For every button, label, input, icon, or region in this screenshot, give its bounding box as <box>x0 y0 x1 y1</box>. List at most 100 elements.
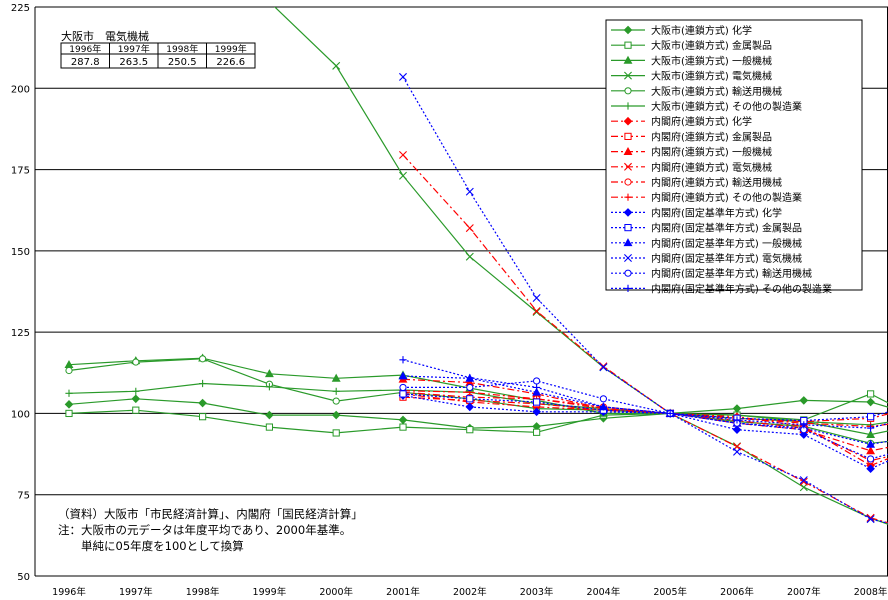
data-point <box>866 429 876 438</box>
inset-value-cell <box>206 53 256 69</box>
legend-marker <box>624 87 632 95</box>
data-point <box>399 383 407 392</box>
legend-label: 大阪市(連鎖方式) 化学 <box>651 24 752 37</box>
data-point <box>399 423 407 431</box>
x-tick-label: 2003年 <box>520 586 554 598</box>
inset-header: 1998年 <box>166 43 198 55</box>
y-tick-label: 225 <box>11 3 30 14</box>
data-point <box>465 402 475 412</box>
data-point <box>466 395 474 403</box>
data-point <box>532 307 541 315</box>
data-point <box>399 171 407 180</box>
inset-value: 226.6 <box>216 57 245 68</box>
data-point <box>799 477 808 486</box>
data-point <box>867 390 875 398</box>
legend-label: 内閣府(固定基準年方式) 化学 <box>651 206 782 219</box>
y-tick-label: 75 <box>17 491 30 502</box>
legend-item: 内閣府(固定基準年方式) 化学 <box>611 206 782 219</box>
data-point <box>399 356 407 364</box>
data-point <box>65 389 73 397</box>
legend-label: 大阪市(連鎖方式) 金属製品 <box>651 39 772 52</box>
x-tick-label: 2007年 <box>787 586 821 598</box>
series-line <box>402 393 888 467</box>
series-18 <box>399 356 888 432</box>
data-point <box>199 355 207 363</box>
legend-marker <box>624 193 632 201</box>
grid-lines <box>35 6 888 577</box>
legend-item: 大阪市(連鎖方式) 化学 <box>611 24 752 37</box>
data-point <box>398 371 408 380</box>
data-point <box>533 428 541 436</box>
base-note: 注：大阪市の元データは年度平均であり、2000年基準。 <box>58 523 351 537</box>
data-point <box>132 406 140 414</box>
x-tick-label: 2004年 <box>587 586 621 598</box>
legend-label: 内閣府(固定基準年方式) 金属製品 <box>651 222 802 235</box>
inset-header: 1999年 <box>215 43 247 55</box>
legend-marker <box>623 238 633 247</box>
legend-item: 大阪市(連鎖方式) 一般機械 <box>611 54 772 67</box>
legend-marker <box>623 146 633 155</box>
data-point <box>732 404 742 413</box>
series-line <box>402 391 888 462</box>
source-note: （資料）大阪市「市民経済計算」、内閣府「国民経済計算」 <box>58 507 363 521</box>
legend-marker <box>624 269 632 277</box>
data-point <box>532 294 541 302</box>
data-point <box>866 439 876 448</box>
legend-item: 大阪市(連鎖方式) 金属製品 <box>611 39 772 52</box>
x-tick-label: 1997年 <box>119 586 153 598</box>
data-point <box>399 72 407 81</box>
data-point <box>666 409 674 418</box>
legend-marker <box>623 208 633 217</box>
legend-item: 内閣府(固定基準年方式) 電気機械 <box>611 252 802 265</box>
data-point <box>732 425 742 434</box>
legend-marker <box>624 254 632 262</box>
series-line <box>402 359 888 429</box>
x-tick-label: 1998年 <box>186 586 220 598</box>
x-tick-label: 2005年 <box>653 586 687 598</box>
data-point <box>265 410 274 420</box>
data-point <box>65 409 73 418</box>
data-point <box>866 464 875 474</box>
series-2 <box>65 390 888 437</box>
data-point <box>265 383 273 391</box>
data-point <box>399 150 407 159</box>
legend-label: 内閣府(固定基準年方式) その他の製造業 <box>651 282 832 295</box>
data-point <box>867 413 875 421</box>
inset-header: 1996年 <box>69 43 101 55</box>
series-line <box>403 380 888 460</box>
data-point <box>199 413 207 421</box>
inset-value: 250.5 <box>168 57 197 68</box>
data-point <box>332 429 340 437</box>
series-layer <box>64 7 888 525</box>
legend-marker <box>624 41 632 49</box>
series-5 <box>65 355 888 447</box>
legend-label: 内閣府(固定基準年方式) 電気機械 <box>651 252 802 265</box>
data-point <box>866 446 876 455</box>
legend-label: 大阪市(連鎖方式) 電気機械 <box>651 70 772 83</box>
inset-title: 大阪市 電気機械 <box>61 29 149 43</box>
data-point <box>867 424 875 432</box>
legend-item: 内閣府(連鎖方式) 輸送用機械 <box>611 176 782 189</box>
legend-item: 内閣府(固定基準年方式) 輸送用機械 <box>611 267 812 280</box>
data-point <box>799 396 809 405</box>
data-point <box>132 387 140 395</box>
data-point <box>331 373 341 382</box>
data-point <box>332 61 341 70</box>
legend-marker <box>623 55 633 64</box>
data-point <box>733 416 741 424</box>
legend-marker <box>624 224 632 232</box>
data-point <box>533 398 541 406</box>
data-point <box>866 397 875 407</box>
data-point <box>466 383 474 392</box>
legend-marker <box>624 284 632 292</box>
legend-label: 大阪市(連鎖方式) その他の製造業 <box>651 100 802 113</box>
legend-item: 内閣府(固定基準年方式) その他の製造業 <box>611 282 832 295</box>
data-point <box>533 383 541 392</box>
data-point <box>532 307 541 316</box>
legend-item: 大阪市(連鎖方式) 電気機械 <box>611 70 772 83</box>
data-point <box>264 369 274 378</box>
inset-value: 263.5 <box>119 57 148 68</box>
legend-label: 内閣府(連鎖方式) 電気機械 <box>651 161 772 174</box>
series-line <box>273 7 888 525</box>
